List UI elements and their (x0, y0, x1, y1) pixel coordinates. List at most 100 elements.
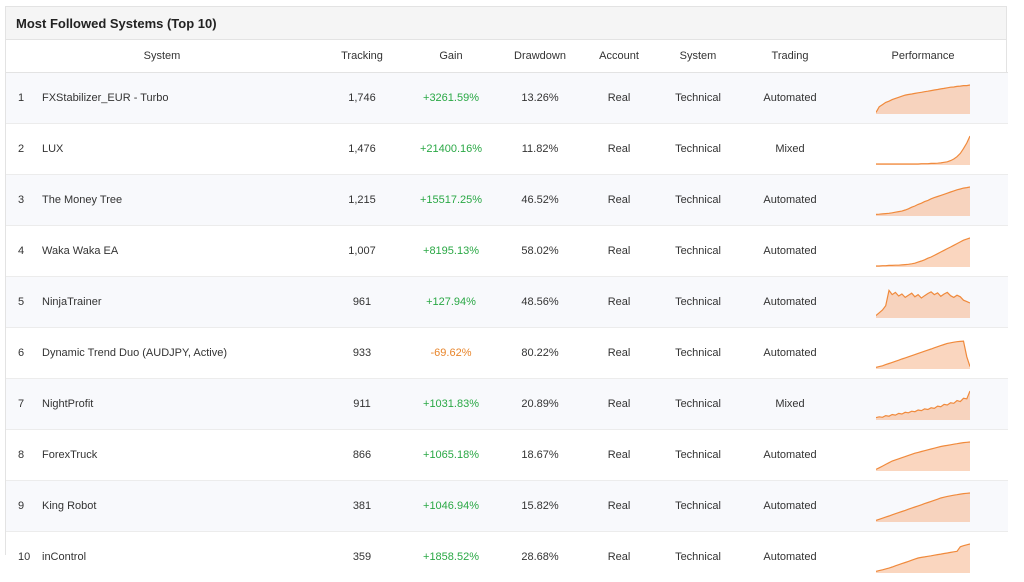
performance-sparkline (876, 541, 970, 573)
header-trading[interactable]: Trading (742, 40, 838, 73)
table-row[interactable]: 1 FXStabilizer_EUR - Turbo 1,746 +3261.5… (6, 73, 1008, 124)
system-name-link[interactable]: inControl (42, 532, 318, 582)
tracking-cell: 911 (318, 379, 406, 430)
table-row[interactable]: 9 King Robot 381 +1046.94% 15.82% Real T… (6, 481, 1008, 532)
header-account[interactable]: Account (584, 40, 654, 73)
tracking-cell: 359 (318, 532, 406, 582)
sparkline-area (876, 238, 970, 267)
trading-cell: Mixed (742, 124, 838, 175)
system-name-link[interactable]: ForexTruck (42, 430, 318, 481)
rank-cell: 5 (6, 277, 42, 328)
system-type-cell: Technical (654, 481, 742, 532)
performance-cell[interactable] (838, 277, 1008, 328)
gain-cell: +1858.52% (406, 532, 496, 582)
account-cell: Real (584, 328, 654, 379)
trading-cell: Automated (742, 277, 838, 328)
sparkline-area (876, 544, 970, 573)
header-drawdown[interactable]: Drawdown (496, 40, 584, 73)
rank-cell: 7 (6, 379, 42, 430)
sparkline-area (876, 341, 970, 369)
performance-cell[interactable] (838, 481, 1008, 532)
trading-cell: Automated (742, 481, 838, 532)
table-row[interactable]: 3 The Money Tree 1,215 +15517.25% 46.52%… (6, 175, 1008, 226)
table-row[interactable]: 6 Dynamic Trend Duo (AUDJPY, Active) 933… (6, 328, 1008, 379)
gain-cell: +21400.16% (406, 124, 496, 175)
drawdown-cell: 15.82% (496, 481, 584, 532)
header-performance: Performance (838, 40, 1008, 73)
system-type-cell: Technical (654, 328, 742, 379)
performance-cell[interactable] (838, 328, 1008, 379)
system-type-cell: Technical (654, 277, 742, 328)
drawdown-cell: 20.89% (496, 379, 584, 430)
drawdown-cell: 46.52% (496, 175, 584, 226)
account-cell: Real (584, 124, 654, 175)
most-followed-systems-panel: Most Followed Systems (Top 10) System Tr… (5, 6, 1007, 555)
table-row[interactable]: 10 inControl 359 +1858.52% 28.68% Real T… (6, 532, 1008, 582)
system-name-link[interactable]: King Robot (42, 481, 318, 532)
sparkline-area (876, 187, 970, 216)
drawdown-cell: 48.56% (496, 277, 584, 328)
performance-cell[interactable] (838, 124, 1008, 175)
gain-cell: +3261.59% (406, 73, 496, 124)
table-header-row: System Tracking Gain Drawdown Account Sy… (6, 40, 1008, 73)
performance-cell[interactable] (838, 175, 1008, 226)
tracking-cell: 866 (318, 430, 406, 481)
gain-cell: +1031.83% (406, 379, 496, 430)
system-name-link[interactable]: NinjaTrainer (42, 277, 318, 328)
performance-cell[interactable] (838, 532, 1008, 582)
gain-cell: -69.62% (406, 328, 496, 379)
performance-sparkline (876, 82, 970, 114)
account-cell: Real (584, 430, 654, 481)
sparkline-area (876, 85, 970, 114)
trading-cell: Automated (742, 328, 838, 379)
gain-cell: +1065.18% (406, 430, 496, 481)
table-row[interactable]: 7 NightProfit 911 +1031.83% 20.89% Real … (6, 379, 1008, 430)
performance-sparkline (876, 133, 970, 165)
drawdown-cell: 11.82% (496, 124, 584, 175)
system-name-link[interactable]: FXStabilizer_EUR - Turbo (42, 73, 318, 124)
performance-cell[interactable] (838, 226, 1008, 277)
sparkline-area (876, 290, 970, 318)
system-name-link[interactable]: LUX (42, 124, 318, 175)
header-system-type[interactable]: System (654, 40, 742, 73)
system-name-link[interactable]: Waka Waka EA (42, 226, 318, 277)
table-row[interactable]: 8 ForexTruck 866 +1065.18% 18.67% Real T… (6, 430, 1008, 481)
rank-cell: 6 (6, 328, 42, 379)
tracking-cell: 1,476 (318, 124, 406, 175)
performance-cell[interactable] (838, 379, 1008, 430)
tracking-cell: 1,746 (318, 73, 406, 124)
table-row[interactable]: 4 Waka Waka EA 1,007 +8195.13% 58.02% Re… (6, 226, 1008, 277)
sparkline-area (876, 442, 970, 471)
header-tracking[interactable]: Tracking (318, 40, 406, 73)
header-gain[interactable]: Gain (406, 40, 496, 73)
system-name-link[interactable]: NightProfit (42, 379, 318, 430)
panel-title: Most Followed Systems (Top 10) (6, 7, 1006, 40)
trading-cell: Automated (742, 532, 838, 582)
table-row[interactable]: 2 LUX 1,476 +21400.16% 11.82% Real Techn… (6, 124, 1008, 175)
systems-table: System Tracking Gain Drawdown Account Sy… (6, 40, 1008, 582)
rank-cell: 8 (6, 430, 42, 481)
gain-cell: +8195.13% (406, 226, 496, 277)
system-name-link[interactable]: Dynamic Trend Duo (AUDJPY, Active) (42, 328, 318, 379)
gain-cell: +127.94% (406, 277, 496, 328)
drawdown-cell: 18.67% (496, 430, 584, 481)
system-type-cell: Technical (654, 430, 742, 481)
trading-cell: Automated (742, 175, 838, 226)
rank-cell: 4 (6, 226, 42, 277)
system-type-cell: Technical (654, 73, 742, 124)
header-system[interactable]: System (6, 40, 318, 73)
account-cell: Real (584, 226, 654, 277)
system-type-cell: Technical (654, 226, 742, 277)
account-cell: Real (584, 73, 654, 124)
drawdown-cell: 13.26% (496, 73, 584, 124)
drawdown-cell: 80.22% (496, 328, 584, 379)
system-name-link[interactable]: The Money Tree (42, 175, 318, 226)
table-row[interactable]: 5 NinjaTrainer 961 +127.94% 48.56% Real … (6, 277, 1008, 328)
performance-cell[interactable] (838, 73, 1008, 124)
rank-cell: 9 (6, 481, 42, 532)
system-type-cell: Technical (654, 175, 742, 226)
rank-cell: 1 (6, 73, 42, 124)
trading-cell: Mixed (742, 379, 838, 430)
performance-cell[interactable] (838, 430, 1008, 481)
account-cell: Real (584, 481, 654, 532)
